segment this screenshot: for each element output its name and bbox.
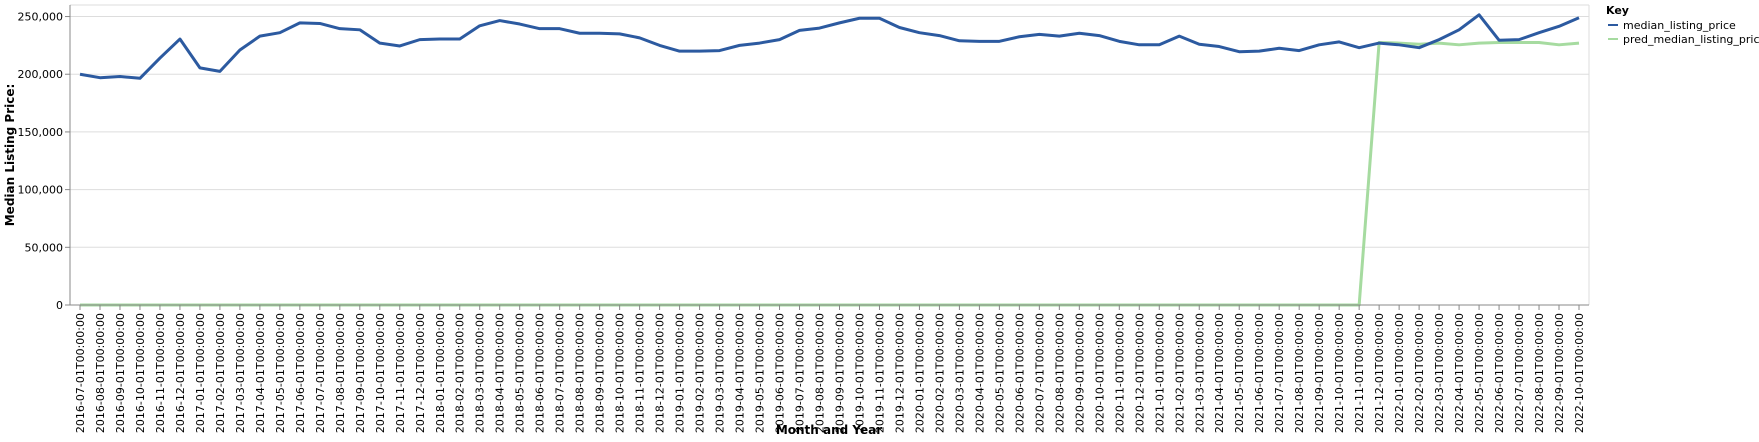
x-tick-label: 2021-11-01T00:00:00 xyxy=(1353,313,1366,433)
x-tick-label: 2022-10-01T00:00:00 xyxy=(1573,313,1586,433)
x-tick-label: 2019-06-01T00:00:00 xyxy=(774,313,787,433)
axes: 0 50,000 100,000 150,000 200,000 250,000 2016-… xyxy=(18,5,1589,433)
series-line-median-listing-price xyxy=(79,13,1580,80)
x-tick-label: 2019-04-01T00:00:00 xyxy=(734,313,747,433)
x-tick-label: 2018-05-01T00:00:00 xyxy=(514,313,527,433)
y-tick-label: 150,000 xyxy=(18,126,64,139)
x-tick-label: 2018-09-01T00:00:00 xyxy=(594,313,607,433)
x-tick-label: 2019-10-01T00:00:00 xyxy=(853,313,866,433)
x-tick-label: 2018-02-01T00:00:00 xyxy=(454,313,467,433)
x-tick-label: 2021-09-01T00:00:00 xyxy=(1313,313,1326,433)
x-tick-label: 2021-07-01T00:00:00 xyxy=(1273,313,1286,433)
legend-label: median_listing_price xyxy=(1623,19,1736,32)
x-tick-label: 2016-08-01T00:00:00 xyxy=(94,313,107,433)
x-tick-label: 2022-09-01T00:00:00 xyxy=(1553,313,1566,433)
x-tick-label: 2018-07-01T00:00:00 xyxy=(554,313,567,433)
x-tick-label: 2017-03-01T00:00:00 xyxy=(234,313,247,433)
x-tick-label: 2018-11-01T00:00:00 xyxy=(634,313,647,433)
x-tick-label: 2021-03-01T00:00:00 xyxy=(1193,313,1206,433)
x-tick-label: 2022-05-01T00:00:00 xyxy=(1473,313,1486,433)
x-tick-label: 2019-12-01T00:00:00 xyxy=(893,313,906,433)
x-tick-label: 2020-03-01T00:00:00 xyxy=(953,313,966,433)
x-tick-label: 2017-12-01T00:00:00 xyxy=(414,313,427,433)
x-tick-label: 2017-06-01T00:00:00 xyxy=(294,313,307,433)
x-tick-label: 2022-01-01T00:00:00 xyxy=(1393,313,1406,433)
x-tick-label: 2018-12-01T00:00:00 xyxy=(654,313,667,433)
x-tick-label: 2017-05-01T00:00:00 xyxy=(274,313,287,433)
x-tick-label: 2019-05-01T00:00:00 xyxy=(754,313,767,433)
x-tick-label: 2022-07-01T00:00:00 xyxy=(1513,313,1526,433)
x-tick-label: 2016-09-01T00:00:00 xyxy=(114,313,127,433)
x-tick-label: 2022-02-01T00:00:00 xyxy=(1413,313,1426,433)
series-line-pred-median-listing-price xyxy=(80,41,1580,307)
x-tick-label: 2017-07-01T00:00:00 xyxy=(314,313,327,433)
y-tick-label: 100,000 xyxy=(18,184,64,197)
x-tick-label: 2018-01-01T00:00:00 xyxy=(434,313,447,433)
x-tick-label: 2017-10-01T00:00:00 xyxy=(374,313,387,433)
x-tick-label: 2020-02-01T00:00:00 xyxy=(933,313,946,433)
legend-label: pred_median_listing_price xyxy=(1623,33,1759,46)
x-tick-label: 2018-04-01T00:00:00 xyxy=(494,313,507,433)
y-axis-title: Median Listing Price: xyxy=(3,84,17,227)
x-tick-label: 2019-03-01T00:00:00 xyxy=(714,313,727,433)
x-tick-label: 2020-10-01T00:00:00 xyxy=(1093,313,1106,433)
x-tick-label: 2017-09-01T00:00:00 xyxy=(354,313,367,433)
y-tick-label: 50,000 xyxy=(25,241,64,254)
y-tick-label: 200,000 xyxy=(18,68,64,81)
x-tick-label: 2018-06-01T00:00:00 xyxy=(534,313,547,433)
x-tick-label: 2020-09-01T00:00:00 xyxy=(1073,313,1086,433)
x-tick-label: 2020-11-01T00:00:00 xyxy=(1113,313,1126,433)
x-tick-label: 2022-06-01T00:00:00 xyxy=(1493,313,1506,433)
x-tick-label: 2019-08-01T00:00:00 xyxy=(814,313,827,433)
x-tick-label: 2019-07-01T00:00:00 xyxy=(794,313,807,433)
x-tick-label: 2017-08-01T00:00:00 xyxy=(334,313,347,433)
x-tick-label: 2021-08-01T00:00:00 xyxy=(1293,313,1306,433)
x-axis-title: Month and Year xyxy=(776,423,882,437)
x-tick-label: 2022-08-01T00:00:00 xyxy=(1533,313,1546,433)
x-tick-label: 2020-12-01T00:00:00 xyxy=(1133,313,1146,433)
x-tick-label: 2018-10-01T00:00:00 xyxy=(614,313,627,433)
x-tick-label: 2021-04-01T00:00:00 xyxy=(1213,313,1226,433)
x-tick-label: 2016-10-01T00:00:00 xyxy=(134,313,147,433)
x-tick-label: 2021-12-01T00:00:00 xyxy=(1373,313,1386,433)
x-tick-label: 2016-12-01T00:00:00 xyxy=(174,313,187,433)
x-tick-label: 2020-05-01T00:00:00 xyxy=(993,313,1006,433)
x-tick-label: 2020-01-01T00:00:00 xyxy=(913,313,926,433)
x-tick-label: 2018-03-01T00:00:00 xyxy=(474,313,487,433)
x-tick-label: 2022-03-01T00:00:00 xyxy=(1433,313,1446,433)
x-tick-label: 2017-04-01T00:00:00 xyxy=(254,313,267,433)
x-tick-label: 2016-07-01T00:00:00 xyxy=(74,313,87,433)
x-tick-label: 2019-01-01T00:00:00 xyxy=(674,313,687,433)
legend-items: median_listing_pricepred_median_listing_… xyxy=(1608,19,1759,46)
x-tick-label: 2019-02-01T00:00:00 xyxy=(694,313,707,433)
y-tick-label: 250,000 xyxy=(18,11,64,24)
legend: Key median_listing_pricepred_median_list… xyxy=(1606,4,1759,46)
x-tick-label: 2020-04-01T00:00:00 xyxy=(973,313,986,433)
x-tick-label: 2022-04-01T00:00:00 xyxy=(1453,313,1466,433)
y-tick-label: 0 xyxy=(56,299,63,312)
x-tick-label: 2020-08-01T00:00:00 xyxy=(1053,313,1066,433)
x-tick-label: 2021-06-01T00:00:00 xyxy=(1253,313,1266,433)
x-tick-label: 2017-11-01T00:00:00 xyxy=(394,313,407,433)
x-tick-label: 2017-01-01T00:00:00 xyxy=(194,313,207,433)
x-tick-label: 2021-02-01T00:00:00 xyxy=(1173,313,1186,433)
x-tick-label: 2017-02-01T00:00:00 xyxy=(214,313,227,433)
x-tick-label: 2019-09-01T00:00:00 xyxy=(833,313,846,433)
x-tick-label: 2021-05-01T00:00:00 xyxy=(1233,313,1246,433)
x-tick-label: 2021-01-01T00:00:00 xyxy=(1153,313,1166,433)
x-tick-label: 2016-11-01T00:00:00 xyxy=(154,313,167,433)
x-tick-label: 2020-06-01T00:00:00 xyxy=(1013,313,1026,433)
x-tick-label: 2018-08-01T00:00:00 xyxy=(574,313,587,433)
x-tick-label: 2019-11-01T00:00:00 xyxy=(873,313,886,433)
series-lines xyxy=(79,13,1580,307)
x-tick-label: 2020-07-01T00:00:00 xyxy=(1033,313,1046,433)
gridlines xyxy=(70,4,1590,306)
x-tick-label: 2021-10-01T00:00:00 xyxy=(1333,313,1346,433)
legend-title: Key xyxy=(1606,4,1629,17)
